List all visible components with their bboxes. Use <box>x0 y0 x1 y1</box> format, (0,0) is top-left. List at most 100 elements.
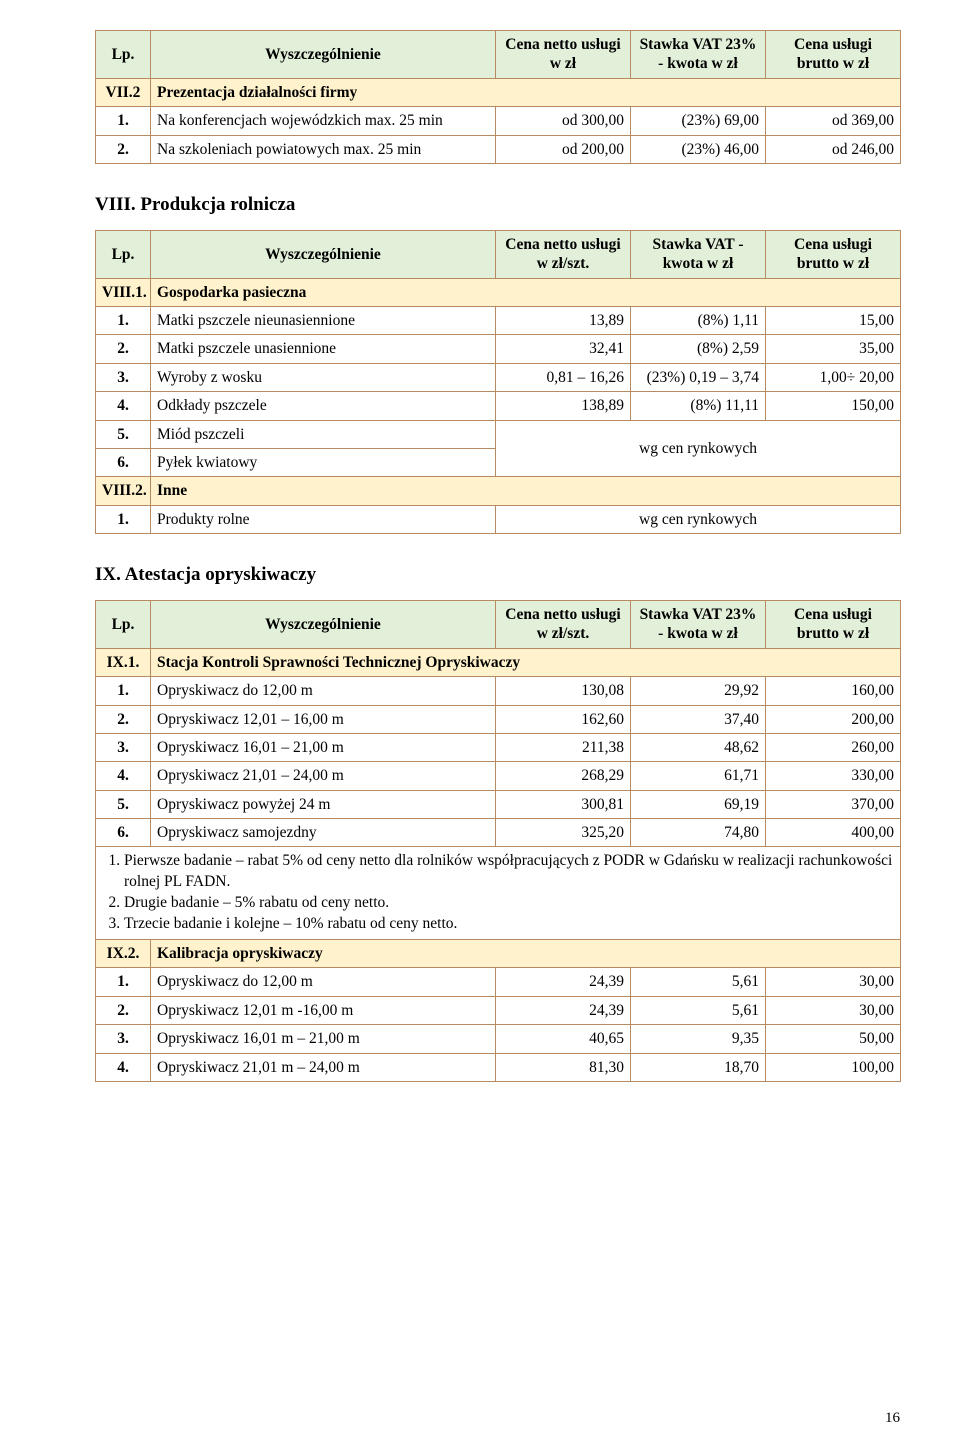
row-b: (23%) 69,00 <box>631 107 766 135</box>
table-row: 5. Miód pszczeli wg cen rynkowych <box>96 420 901 448</box>
row-n: 2. <box>96 705 151 733</box>
row-a: 268,29 <box>496 762 631 790</box>
section-9-title: IX. Atestacja opryskiwaczy <box>95 564 900 586</box>
row-c: 370,00 <box>766 790 901 818</box>
row-desc: Opryskiwacz 21,01 – 24,00 m <box>151 762 496 790</box>
table-row: 2. Opryskiwacz 12,01 – 16,00 m 162,60 37… <box>96 705 901 733</box>
span-id: IX.2. <box>96 940 151 968</box>
row-desc: Opryskiwacz do 12,00 m <box>151 677 496 705</box>
row-n: 1. <box>96 968 151 996</box>
row-b: 18,70 <box>631 1053 766 1081</box>
merged-cell: wg cen rynkowych <box>496 505 901 533</box>
th-desc: Wyszczególnienie <box>151 601 496 649</box>
span-label: Kalibracja opryskiwaczy <box>151 940 901 968</box>
row-desc: Opryskiwacz 12,01 m -16,00 m <box>151 996 496 1024</box>
row-b: 74,80 <box>631 819 766 847</box>
row-b: 69,19 <box>631 790 766 818</box>
table-viii: Lp. Wyszczególnienie Cena netto usługi w… <box>95 230 901 534</box>
table-row: 3. Opryskiwacz 16,01 – 21,00 m 211,38 48… <box>96 733 901 761</box>
table-row: 1. Opryskiwacz do 12,00 m 24,39 5,61 30,… <box>96 968 901 996</box>
span-label: Inne <box>151 477 901 505</box>
row-desc: Na konferencjach wojewódzkich max. 25 mi… <box>151 107 496 135</box>
row-a: 325,20 <box>496 819 631 847</box>
span-id: VII.2 <box>96 78 151 106</box>
table-row: 5. Opryskiwacz powyżej 24 m 300,81 69,19… <box>96 790 901 818</box>
table-vii: Lp. Wyszczególnienie Cena netto usługi w… <box>95 30 901 164</box>
row-desc: Miód pszczeli <box>151 420 496 448</box>
row-n: 2. <box>96 996 151 1024</box>
row-a: 211,38 <box>496 733 631 761</box>
note-item: Drugie badanie – 5% rabatu od ceny netto… <box>124 893 894 914</box>
row-c: od 369,00 <box>766 107 901 135</box>
row-n: 1. <box>96 505 151 533</box>
row-desc: Opryskiwacz 12,01 – 16,00 m <box>151 705 496 733</box>
row-desc: Opryskiwacz do 12,00 m <box>151 968 496 996</box>
table-row: 1. Produkty rolne wg cen rynkowych <box>96 505 901 533</box>
row-n: 1. <box>96 107 151 135</box>
row-a: 0,81 – 16,26 <box>496 363 631 391</box>
table-row: 2. Na szkoleniach powiatowych max. 25 mi… <box>96 135 901 163</box>
span-id: VIII.1. <box>96 278 151 306</box>
row-b: 5,61 <box>631 996 766 1024</box>
row-n: 2. <box>96 135 151 163</box>
merged-cell: wg cen rynkowych <box>496 420 901 477</box>
row-desc: Pyłek kwiatowy <box>151 448 496 476</box>
table-row: 6. Opryskiwacz samojezdny 325,20 74,80 4… <box>96 819 901 847</box>
row-c: 30,00 <box>766 968 901 996</box>
row-b: 37,40 <box>631 705 766 733</box>
span-label: Gospodarka pasieczna <box>151 278 901 306</box>
notes-cell: Pierwsze badanie – rabat 5% od ceny nett… <box>96 847 901 940</box>
table-row: 4. Opryskiwacz 21,01 – 24,00 m 268,29 61… <box>96 762 901 790</box>
row-c: od 246,00 <box>766 135 901 163</box>
row-desc: Opryskiwacz samojezdny <box>151 819 496 847</box>
row-n: 4. <box>96 392 151 420</box>
th-col4: Stawka VAT - kwota w zł <box>631 230 766 278</box>
row-b: (23%) 46,00 <box>631 135 766 163</box>
row-b: 5,61 <box>631 968 766 996</box>
row-desc: Odkłady pszczele <box>151 392 496 420</box>
row-c: 200,00 <box>766 705 901 733</box>
th-lp: Lp. <box>96 601 151 649</box>
row-b: (23%) 0,19 – 3,74 <box>631 363 766 391</box>
th-lp: Lp. <box>96 230 151 278</box>
row-c: 330,00 <box>766 762 901 790</box>
note-item: Trzecie badanie i kolejne – 10% rabatu o… <box>124 914 894 935</box>
table-row: 1. Opryskiwacz do 12,00 m 130,08 29,92 1… <box>96 677 901 705</box>
row-a: 130,08 <box>496 677 631 705</box>
row-n: 6. <box>96 448 151 476</box>
table-row: 4. Odkłady pszczele 138,89 (8%) 11,11 15… <box>96 392 901 420</box>
row-n: 3. <box>96 1025 151 1053</box>
table-row: 3. Wyroby z wosku 0,81 – 16,26 (23%) 0,1… <box>96 363 901 391</box>
row-n: 3. <box>96 733 151 761</box>
row-n: 4. <box>96 1053 151 1081</box>
table-ix: Lp. Wyszczególnienie Cena netto usługi w… <box>95 600 901 1082</box>
th-col3: Cena netto usługi w zł/szt. <box>496 601 631 649</box>
row-a: 81,30 <box>496 1053 631 1081</box>
row-b: 9,35 <box>631 1025 766 1053</box>
row-desc: Opryskiwacz 21,01 m – 24,00 m <box>151 1053 496 1081</box>
row-b: 29,92 <box>631 677 766 705</box>
row-a: od 300,00 <box>496 107 631 135</box>
row-a: od 200,00 <box>496 135 631 163</box>
table-row: 1. Na konferencjach wojewódzkich max. 25… <box>96 107 901 135</box>
th-col3: Cena netto usługi w zł <box>496 31 631 79</box>
row-b: (8%) 2,59 <box>631 335 766 363</box>
page-number: 16 <box>885 1410 900 1427</box>
row-c: 35,00 <box>766 335 901 363</box>
row-c: 400,00 <box>766 819 901 847</box>
table-row: 3. Opryskiwacz 16,01 m – 21,00 m 40,65 9… <box>96 1025 901 1053</box>
th-col4: Stawka VAT 23% - kwota w zł <box>631 31 766 79</box>
th-col5: Cena usługi brutto w zł <box>766 601 901 649</box>
th-col5: Cena usługi brutto w zł <box>766 31 901 79</box>
row-n: 6. <box>96 819 151 847</box>
row-a: 24,39 <box>496 968 631 996</box>
span-id: VIII.2. <box>96 477 151 505</box>
row-a: 300,81 <box>496 790 631 818</box>
row-c: 1,00÷ 20,00 <box>766 363 901 391</box>
row-a: 13,89 <box>496 307 631 335</box>
th-col5: Cena usługi brutto w zł <box>766 230 901 278</box>
span-label: Prezentacja działalności firmy <box>151 78 901 106</box>
row-n: 2. <box>96 335 151 363</box>
span-id: IX.1. <box>96 648 151 676</box>
row-c: 160,00 <box>766 677 901 705</box>
